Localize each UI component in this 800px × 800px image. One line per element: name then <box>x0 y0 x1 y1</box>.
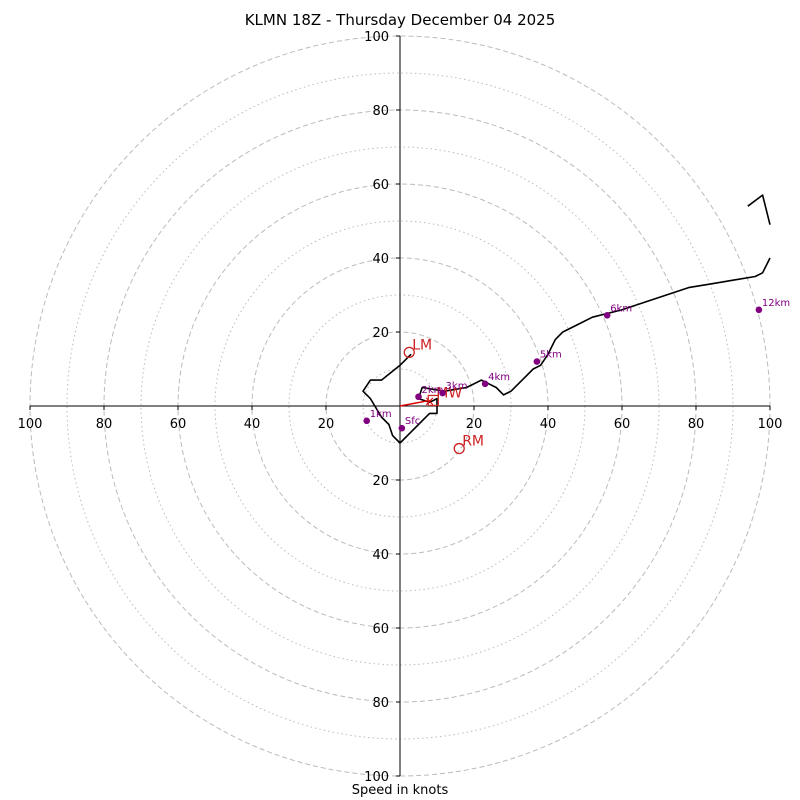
height-label-6km: 6km <box>610 303 632 314</box>
height-label-5km: 5km <box>540 350 562 361</box>
lm-marker <box>403 346 415 359</box>
tick-label-right-3: 80 <box>688 417 705 432</box>
storm-motion-markers: LM RM MW <box>403 337 484 455</box>
height-marker-sfc <box>398 424 406 432</box>
tick-label-top-1: 80 <box>372 104 389 119</box>
height-markers: Sfc 1km 2km 3km 4km 5km 6km 12km <box>363 298 790 432</box>
height-label-1km: 1km <box>370 409 392 420</box>
height-marker-6km <box>603 312 611 319</box>
height-marker-12km <box>755 306 763 314</box>
height-label-sfc: Sfc <box>405 416 420 427</box>
tick-label-left-2: 60 <box>170 417 187 432</box>
tick-label-right-1: 40 <box>540 417 557 432</box>
height-label-4km: 4km <box>488 372 510 383</box>
tick-label-bottom-1: 40 <box>372 548 389 563</box>
rm-label: RM <box>462 434 484 450</box>
hodograph-trace <box>362 257 771 444</box>
mean-wind-marker <box>427 394 439 407</box>
height-marker-1km <box>363 417 371 425</box>
hodograph-trace-upper <box>747 194 771 225</box>
height-label-12km: 12km <box>762 298 790 309</box>
tick-label-left-0: 100 <box>18 417 43 432</box>
height-marker-4km <box>481 380 489 388</box>
tick-label-top-2: 60 <box>372 178 389 193</box>
tick-label-bottom-0: 20 <box>372 474 389 489</box>
mw-label: MW <box>436 385 462 401</box>
tick-label-right-4: 100 <box>758 417 783 432</box>
tick-label-bottom-4: 100 <box>364 770 389 785</box>
lm-label: LM <box>412 337 432 353</box>
chart-title: KLMN 18Z - Thursday December 04 2025 <box>244 11 556 29</box>
shear-vector: × <box>399 394 435 409</box>
rm-marker <box>453 442 465 455</box>
height-marker-5km <box>533 358 541 365</box>
tick-label-bottom-3: 80 <box>372 696 389 711</box>
tick-label-left-1: 80 <box>96 417 113 432</box>
height-label-3km: 3km <box>446 381 468 392</box>
tick-label-left-3: 40 <box>244 417 261 432</box>
tick-label-left-4: 20 <box>318 417 335 432</box>
tick-label-right-2: 60 <box>614 417 631 432</box>
tick-label-top-0: 100 <box>364 30 389 45</box>
tick-label-right-0: 20 <box>466 417 483 432</box>
shear-end-mark: × <box>424 394 435 409</box>
height-marker-2km <box>415 393 422 401</box>
x-axis-label: Speed in knots <box>351 783 449 798</box>
tick-label-bottom-2: 60 <box>372 622 389 637</box>
height-marker-3km <box>439 389 446 397</box>
bulk-shear-line <box>399 399 430 407</box>
tick-labels: 100 80 60 40 20 20 40 60 80 100 100 80 60 40 20 20 40 60 8… <box>18 30 783 785</box>
tick-label-top-3: 40 <box>372 252 389 267</box>
tick-label-top-4: 20 <box>372 326 389 341</box>
wind-trace <box>362 194 771 444</box>
height-label-2km: 2km <box>422 385 444 396</box>
